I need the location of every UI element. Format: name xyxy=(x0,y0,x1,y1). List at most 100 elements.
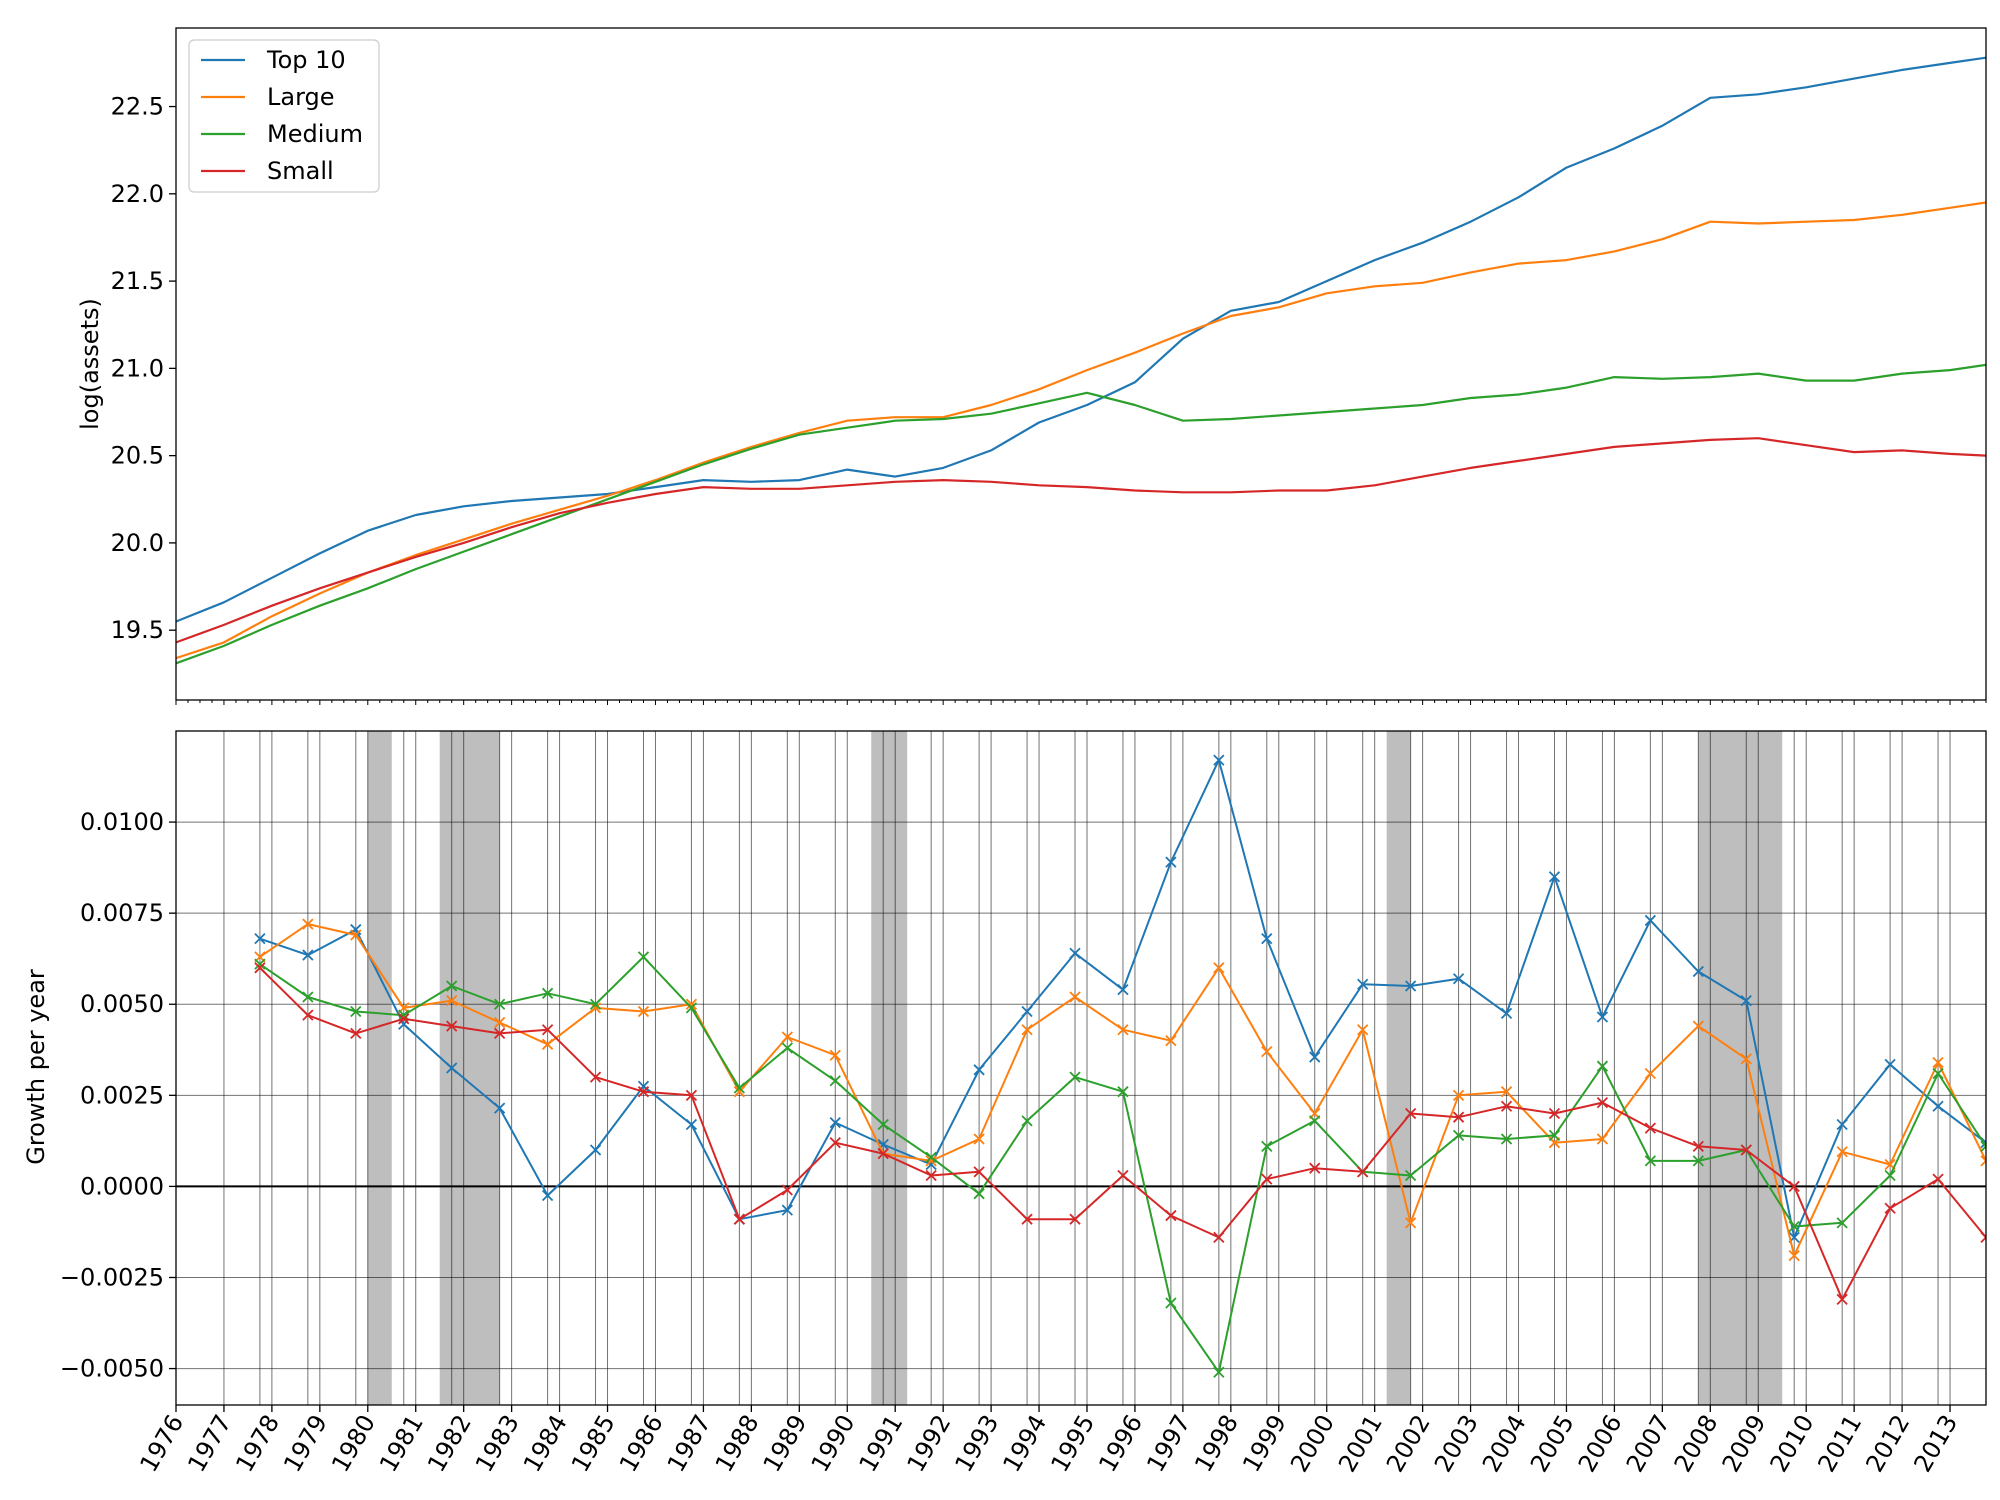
data-point-small xyxy=(733,1213,746,1225)
recession-band xyxy=(871,731,908,1405)
data-point-top-10 xyxy=(494,1102,506,1114)
data-point-medium xyxy=(1836,1217,1848,1229)
data-point-small xyxy=(398,1013,410,1025)
data-point-top-10 xyxy=(1357,978,1369,990)
x-tick-label: 2006 xyxy=(1573,1410,1628,1477)
data-point-medium xyxy=(685,1002,698,1014)
x-tick-label: 2012 xyxy=(1861,1410,1916,1477)
y-tick-label: 0.0100 xyxy=(80,808,164,836)
x-tick-label: 1995 xyxy=(1045,1410,1100,1477)
data-point-medium xyxy=(733,1082,746,1094)
bottom-y-axis: −0.0050 −0.0025 0.0000 0.0025 0.0050 0.0075 0.… xyxy=(60,808,176,1383)
legend-label-large: Large xyxy=(267,83,335,111)
data-point-medium xyxy=(1644,1155,1657,1167)
series-line-large xyxy=(176,201,1986,660)
x-tick-label: 2001 xyxy=(1333,1410,1388,1477)
y-tick-label: 21.5 xyxy=(111,267,164,295)
data-point-large xyxy=(1021,1024,1033,1036)
data-point-medium xyxy=(973,1188,985,1200)
data-point-medium xyxy=(877,1118,889,1131)
recession-band xyxy=(367,731,392,1405)
data-point-medium xyxy=(1069,1071,1081,1083)
data-point-small xyxy=(350,1027,362,1040)
data-point-large xyxy=(589,1002,602,1014)
series-line-top-10 xyxy=(176,56,1986,623)
x-tick-label: 2010 xyxy=(1765,1410,1820,1477)
top-y-axis-label: log(assets) xyxy=(76,298,104,430)
bottom-y-axis-label: Growth per year xyxy=(22,969,50,1165)
x-tick-label: 1979 xyxy=(278,1410,333,1477)
data-point-top-10 xyxy=(685,1118,698,1131)
data-point-large xyxy=(781,1031,793,1043)
data-point-medium xyxy=(1117,1086,1129,1098)
x-tick-label: 1990 xyxy=(806,1410,861,1477)
data-point-small xyxy=(494,1027,506,1040)
data-point-small xyxy=(925,1169,937,1182)
x-tick-label: 1977 xyxy=(182,1410,237,1477)
x-tick-label: 1991 xyxy=(854,1410,909,1477)
data-point-medium xyxy=(1548,1129,1561,1142)
top-plot-frame xyxy=(175,27,1987,701)
data-point-large xyxy=(1596,1133,1609,1145)
data-point-medium xyxy=(302,991,314,1003)
data-point-large xyxy=(494,1016,506,1029)
data-point-small xyxy=(254,962,266,974)
data-point-medium xyxy=(637,951,650,963)
x-tick-label: 1999 xyxy=(1237,1410,1292,1477)
x-tick-label: 1987 xyxy=(662,1410,717,1477)
x-tick-label: 1983 xyxy=(470,1410,525,1477)
data-point-top-10 xyxy=(541,1189,554,1202)
legend-label-medium: Medium xyxy=(267,120,363,148)
data-point-large xyxy=(1117,1024,1129,1036)
data-point-top-10 xyxy=(973,1064,985,1076)
data-point-large xyxy=(1404,1217,1417,1229)
x-tick-label: 1980 xyxy=(326,1410,381,1477)
data-point-medium xyxy=(1404,1169,1417,1182)
x-tick-label: 1978 xyxy=(230,1410,285,1477)
x-tick-label: 2007 xyxy=(1621,1410,1676,1477)
data-point-top-10 xyxy=(1884,1058,1896,1070)
y-tick-label: −0.0025 xyxy=(60,1263,164,1291)
data-point-top-10 xyxy=(1548,871,1561,883)
data-point-large xyxy=(1213,962,1225,974)
data-point-medium xyxy=(446,980,458,992)
data-point-medium xyxy=(1692,1155,1704,1167)
data-point-large xyxy=(1644,1067,1657,1080)
data-point-small xyxy=(1021,1213,1033,1225)
x-tick-label: 1986 xyxy=(614,1410,669,1477)
data-point-small xyxy=(1117,1169,1129,1182)
data-point-small xyxy=(1692,1140,1704,1152)
data-point-top-10 xyxy=(1213,754,1225,766)
data-point-top-10 xyxy=(1932,1100,1944,1112)
data-point-top-10 xyxy=(1069,947,1081,959)
data-point-small xyxy=(1357,1166,1369,1178)
data-point-top-10 xyxy=(1452,973,1465,985)
data-point-small xyxy=(541,1024,554,1036)
x-tick-label: 2002 xyxy=(1381,1410,1436,1477)
data-point-large xyxy=(925,1155,937,1167)
data-point-large xyxy=(1788,1249,1800,1262)
data-point-medium xyxy=(1165,1297,1177,1309)
data-point-small xyxy=(1213,1231,1225,1244)
data-point-small xyxy=(637,1086,650,1098)
data-point-top-10 xyxy=(781,1204,793,1216)
data-point-medium xyxy=(254,958,266,970)
data-point-top-10 xyxy=(1692,965,1704,978)
legend-label-top-10: Top 10 xyxy=(266,46,346,74)
x-tick-label: 1982 xyxy=(422,1410,477,1477)
y-tick-label: 19.5 xyxy=(111,616,164,644)
data-point-top-10 xyxy=(1836,1118,1848,1131)
data-point-small xyxy=(1309,1162,1321,1174)
data-point-medium xyxy=(1452,1129,1465,1142)
data-point-medium xyxy=(1261,1140,1273,1152)
y-tick-label: 22.0 xyxy=(111,180,164,208)
data-point-large xyxy=(1261,1045,1273,1058)
data-point-top-10 xyxy=(1644,914,1657,927)
x-tick-label: 1996 xyxy=(1093,1410,1148,1477)
x-tick-label: 1985 xyxy=(566,1410,621,1477)
data-point-top-10 xyxy=(1021,1005,1033,1018)
x-tick-label: 2003 xyxy=(1429,1410,1484,1477)
data-point-medium xyxy=(494,998,506,1010)
bottom-lines-layer xyxy=(254,754,1986,1378)
top-x-axis xyxy=(175,700,1987,705)
